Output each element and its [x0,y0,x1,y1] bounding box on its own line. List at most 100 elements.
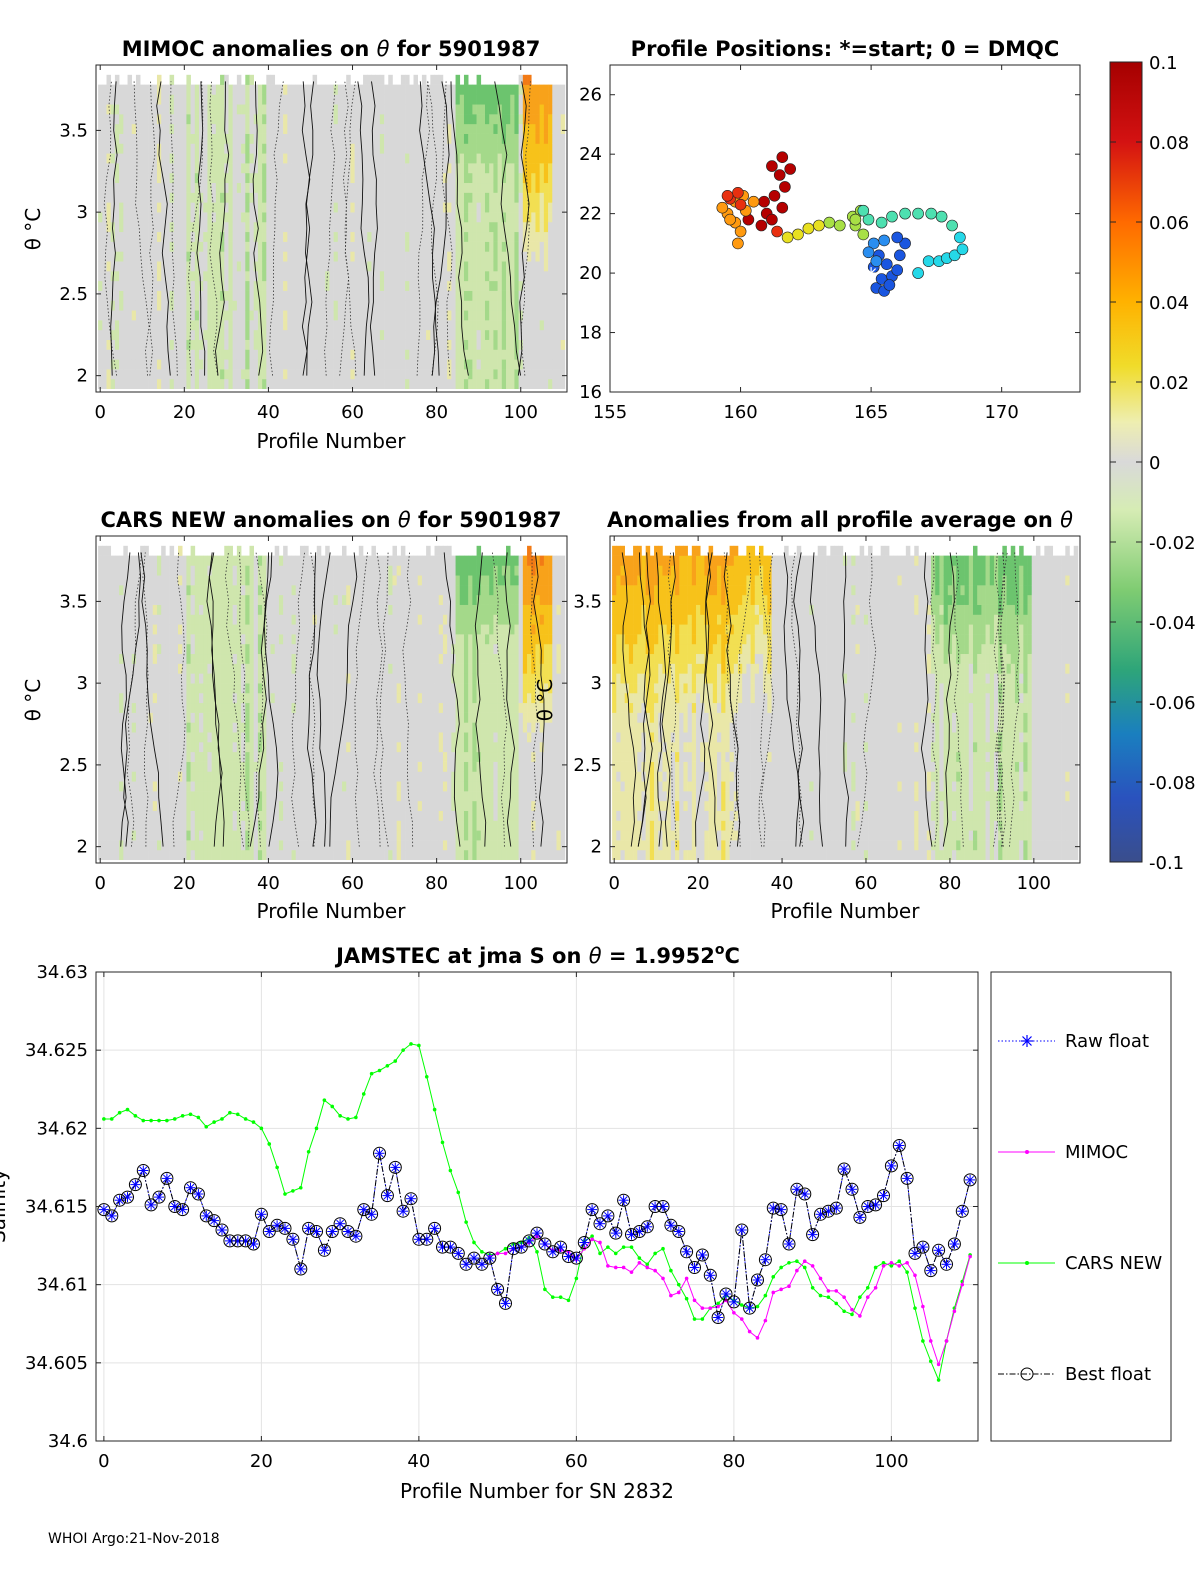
heatmap-cell [199,673,204,684]
heatmap-cell [224,751,229,762]
heatmap-cell [270,231,276,242]
heatmap-cell [123,241,128,252]
heatmap-cell [510,221,515,233]
heatmap-cell [337,280,343,291]
heatmap-cell [346,123,351,134]
heatmap-cell [106,781,112,792]
heatmap-cell [224,575,229,586]
heatmap-cell [178,310,183,321]
heatmap-cell [434,300,440,311]
heatmap-cell [135,133,141,144]
heatmap-cell [161,820,166,831]
heatmap-cell [148,133,154,144]
heatmap-cell [548,290,553,301]
heatmap-cell [119,565,124,576]
heatmap-cell [220,349,225,360]
heatmap-cell [320,104,326,115]
heatmap-cell [211,624,217,635]
heatmap-cell [514,310,519,321]
heatmap-cell [476,300,482,311]
heatmap-cell [396,172,402,184]
heatmap-cell [228,369,233,380]
heatmap-cell [400,241,406,252]
heatmap-cell [266,114,271,125]
heatmap-cell [363,202,368,213]
heatmap-cell [266,800,271,811]
heatmap-cell [127,320,133,331]
heatmap-cell [207,182,212,193]
heatmap-cell [127,133,133,144]
heatmap-cell [489,349,494,360]
heatmap-cell [535,251,540,262]
heatmap-cell [241,575,246,586]
heatmap-cell [459,221,465,233]
heatmap-cell [388,280,393,291]
heatmap-cell [304,378,309,390]
heatmap-cell [110,143,116,154]
heatmap-cell [165,133,170,144]
heatmap-cell [396,241,402,252]
heatmap-cell [371,221,376,233]
heatmap-cell [228,849,233,861]
heatmap-cell [194,722,200,733]
heatmap-cell [190,565,196,576]
heatmap-cell [438,378,444,390]
heatmap-cell [249,791,255,802]
heatmap-cell [182,251,187,262]
heatmap-cell [451,339,456,350]
heatmap-cell [114,74,120,85]
heatmap-cell [329,163,334,174]
heatmap-cell [165,114,170,125]
heatmap-cell [98,692,103,704]
heatmap-cell [299,114,305,125]
heatmap-cell [291,280,297,291]
heatmap-cell [131,830,137,841]
heatmap-cell [144,114,149,125]
heatmap-cell [207,339,212,350]
heatmap-cell [329,280,334,291]
heatmap-cell [253,349,259,360]
heatmap-cell [211,123,217,134]
heatmap-cell [400,192,406,203]
heatmap-cell [232,565,238,576]
heatmap-cell [253,791,259,802]
heatmap-cell [178,771,183,782]
heatmap-cell [152,280,158,291]
heatmap-cell [98,300,103,311]
heatmap-cell [266,751,271,762]
heatmap-cell [384,329,389,340]
heatmap-cell [333,192,339,203]
heatmap-cell [106,133,112,144]
heatmap-cell [304,290,309,301]
heatmap-cell [241,378,246,390]
heatmap-cell [417,212,423,223]
heatmap-cell [291,300,297,311]
heatmap-cell [409,251,414,262]
heatmap-cell [299,104,305,115]
heatmap-cell [253,133,259,144]
heatmap-cell [169,123,175,134]
heatmap-cell [426,320,431,331]
x-tick-label: 20 [173,402,196,423]
heatmap-cell [548,369,553,380]
heatmap-cell [257,702,263,713]
heatmap-cell [182,241,187,252]
heatmap-cell [266,634,271,645]
heatmap-cell [384,182,389,193]
heatmap-cell [241,290,246,301]
heatmap-cell [178,300,183,311]
heatmap-cell [249,359,255,370]
heatmap-cell [527,172,532,184]
heatmap-cell [173,104,179,115]
heatmap-cell [539,320,545,331]
heatmap-cell [203,771,208,782]
heatmap-cell [207,221,212,233]
heatmap-cell [135,594,141,605]
heatmap-cell [257,663,263,674]
heatmap-cell [333,182,339,193]
heatmap-cell [480,123,486,134]
heatmap-cell [194,339,200,350]
heatmap-cell [207,163,212,174]
heatmap-cell [426,163,431,174]
heatmap-cell [527,310,532,321]
